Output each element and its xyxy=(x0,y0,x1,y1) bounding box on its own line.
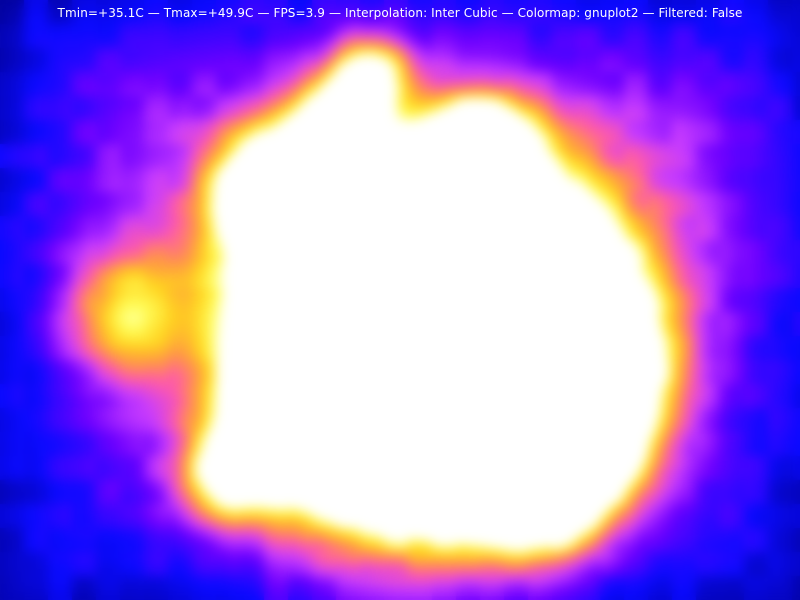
thermal-heatmap-image xyxy=(0,0,800,600)
thermal-viewer-window: Tmin=+35.1C — Tmax=+49.9C — FPS=3.9 — In… xyxy=(0,0,800,600)
